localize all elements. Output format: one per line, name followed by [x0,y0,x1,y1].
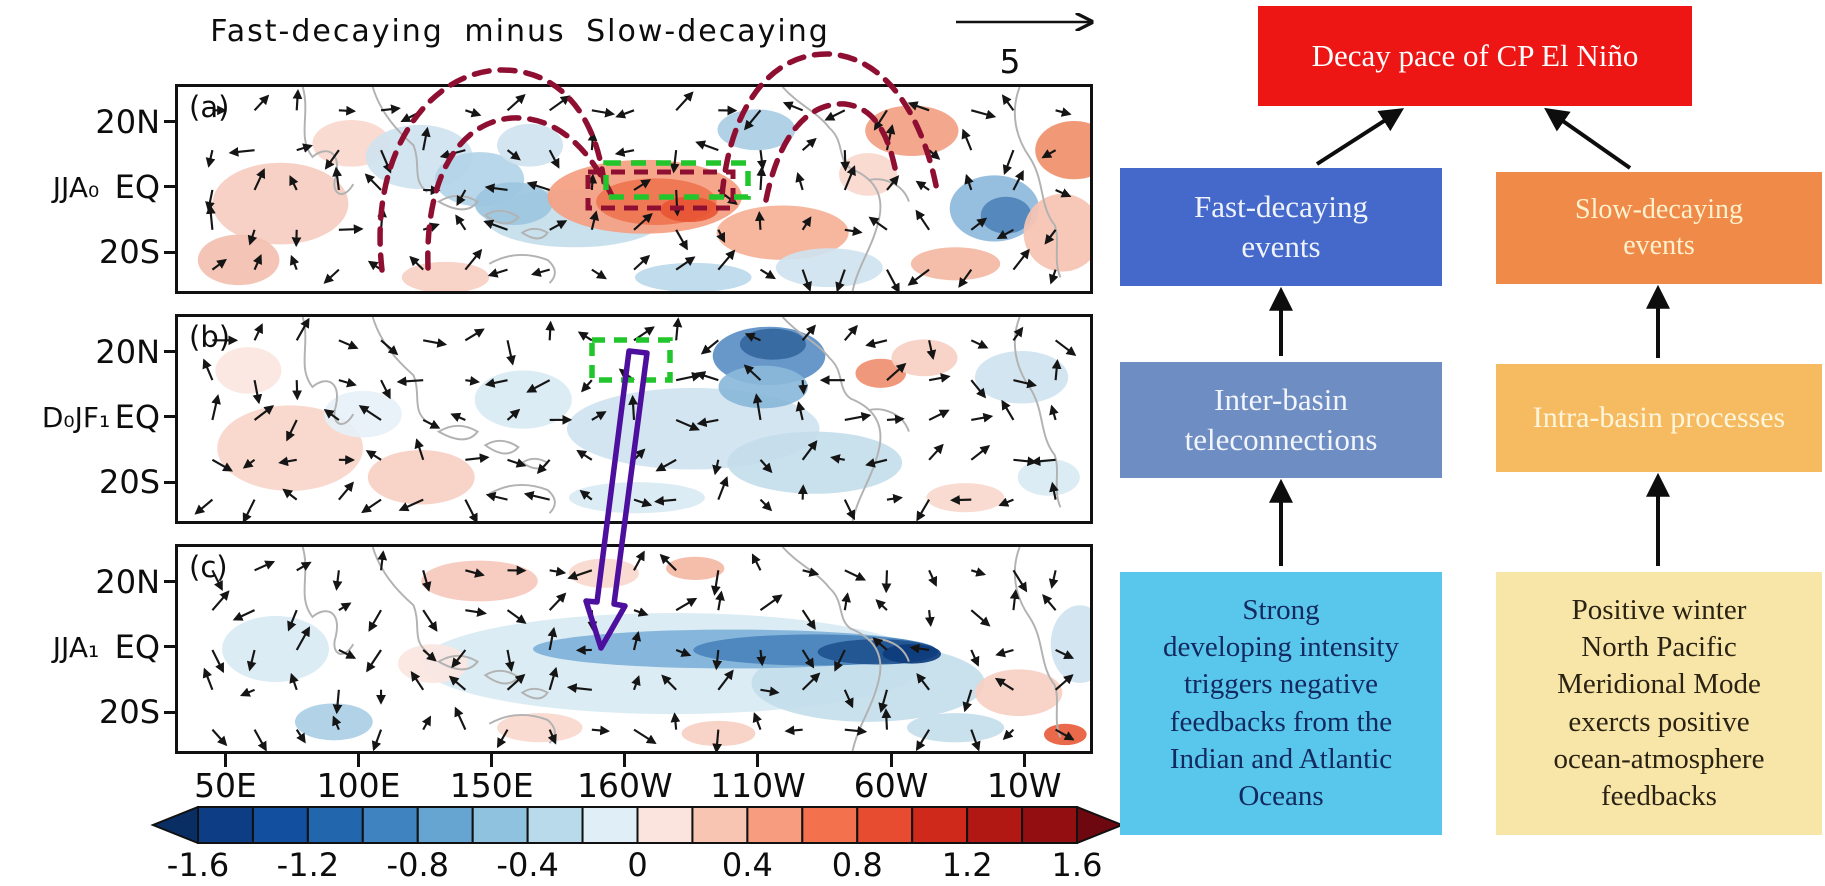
lat-tick-mark [164,710,175,714]
panel-letter: (c) [189,550,228,584]
lon-tick-label: 110W [710,766,806,805]
colorbar-tick-label: 0.8 [831,846,883,884]
flow-node-strong: Strong developing intensity triggers neg… [1120,572,1442,835]
flow-node-intra: Intra-basin processes [1496,364,1822,472]
map-panel-b [175,314,1093,524]
map-canvas [197,87,1090,291]
panel-season-label: JJA₀ [52,171,100,204]
map-panel-c [175,544,1093,754]
vector-reference-value: 5 [999,42,1021,81]
vector-reference-arrow [956,8,1110,36]
map-canvas [194,317,1080,521]
lon-tick-mark [889,754,893,767]
lon-tick-mark [490,754,494,767]
lat-tick-mark [164,350,175,354]
lon-tick-label: 50E [194,766,257,805]
lat-tick-mark [164,415,175,419]
colorbar-tick-label: 0 [627,846,648,884]
map-panel-a [175,84,1093,294]
lon-tick-mark [223,754,227,767]
panel-letter: (a) [189,90,230,124]
colorbar-tick-label: -1.2 [276,846,340,884]
colorbar-tick-label: 0.4 [721,846,773,884]
lat-tick-mark [164,645,175,649]
lat-tick-label: 20S [98,693,160,731]
panel-season-label: D₀JF₁ [41,401,111,434]
lat-tick-label: 20S [98,463,160,501]
lon-tick-label: 60W [853,766,929,805]
map-figure-title: Fast-decaying minus Slow-decaying [210,14,830,49]
map-canvas [202,547,1090,751]
lat-tick-mark [164,580,175,584]
lat-tick-mark [164,480,175,484]
colorbar-tick-label: 1.2 [941,846,993,884]
flow-node-decay: Decay pace of CP El Niño [1258,6,1692,106]
lon-tick-mark [623,754,627,767]
colorbar-tick-label: -0.4 [496,846,559,884]
lat-tick-mark [164,250,175,254]
wind-vectors [202,550,1075,751]
colorbar-tick-label: 1.6 [1051,846,1103,884]
lat-tick-label: EQ [114,167,160,206]
lon-tick-label: 10W [986,766,1062,805]
lon-tick-mark [357,754,361,767]
lat-tick-mark [164,185,175,189]
flow-node-pmm: Positive winter North Pacific Meridional… [1496,572,1822,835]
colorbar [150,805,1125,845]
lat-tick-label: 20N [95,562,160,601]
flow-node-inter: Inter-basin teleconnections [1120,362,1442,478]
lat-tick-label: 20S [98,233,160,271]
lon-tick-mark [1022,754,1026,767]
lat-tick-label: 20N [95,332,160,371]
flow-node-fast: Fast-decaying events [1120,168,1442,286]
lat-tick-label: EQ [114,397,160,436]
panel-season-label: JJA₁ [52,631,100,664]
lon-tick-label: 150E [449,766,534,805]
lat-tick-label: 20N [95,102,160,141]
lon-tick-label: 100E [316,766,401,805]
lat-tick-mark [164,120,175,124]
flow-node-slow: Slow-decaying events [1496,172,1822,284]
colorbar-tick-label: -1.6 [166,846,230,884]
colorbar-tick-label: -0.8 [386,846,449,884]
lon-tick-mark [756,754,760,767]
lat-tick-label: EQ [114,627,160,666]
lon-tick-label: 160W [577,766,673,805]
panel-letter: (b) [189,320,231,354]
